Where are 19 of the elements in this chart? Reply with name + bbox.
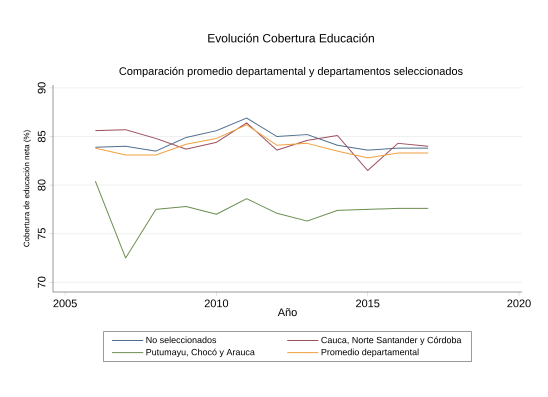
y-tick-label: 80 [38, 179, 46, 191]
y-tick-label: 90 [38, 82, 46, 94]
chart-subtitle: Comparación promedio departamental y departamentos seleccionados [119, 66, 463, 78]
x-tick-label: 2015 [356, 300, 380, 308]
legend-label: Promedio departamental [322, 348, 418, 357]
x-tick-label: 2010 [204, 300, 228, 308]
x-tick-label: 2005 [53, 300, 77, 308]
legend-label: No seleccionados [146, 336, 216, 344]
line-series [94, 124, 429, 158]
line-series [94, 122, 429, 172]
line-series [94, 118, 429, 152]
chart-title: Evolución Cobertura Educación [208, 34, 374, 42]
x-tick-label: 2020 [507, 300, 531, 308]
y-tick-label: 75 [38, 228, 46, 240]
y-tick-label: 70 [38, 276, 46, 288]
x-axis-title: Año [278, 308, 297, 316]
legend-label: Cauca, Norte Santander y Córdoba [321, 336, 462, 345]
legend-label: Putumayu, Chocó y Arauca [146, 348, 255, 358]
y-tick-label: 85 [38, 130, 46, 142]
